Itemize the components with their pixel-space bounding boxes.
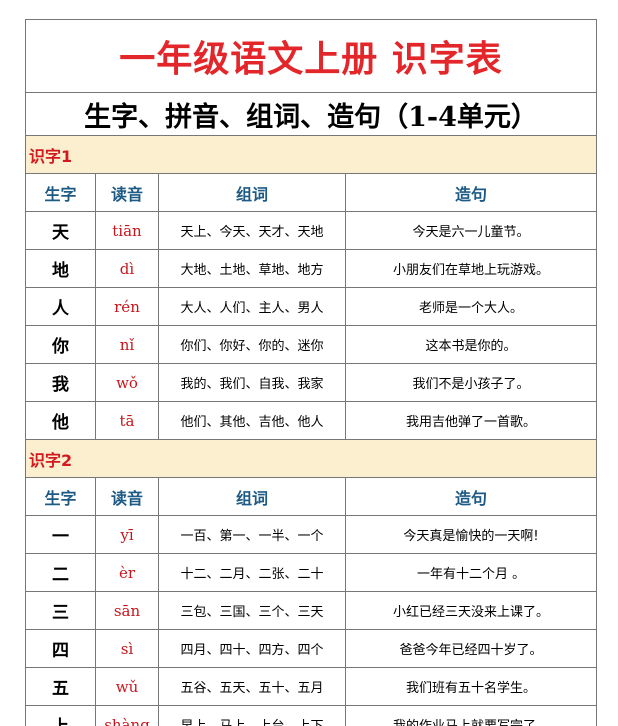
table-row: 识字1 <box>24 135 598 174</box>
words: 早上、马上、上台、上下 <box>158 705 346 726</box>
words: 一百、第一、一半、一个 <box>158 515 346 554</box>
sentence: 我们不是小孩子了。 <box>344 363 598 402</box>
table-row: 生字 读音 组词 造句 <box>25 477 598 516</box>
column-header: 读音 <box>95 477 159 516</box>
character: 五 <box>25 667 96 706</box>
section-label: 识字2 <box>24 439 598 478</box>
table-row: 地 dì 大地、土地、草地、地方 小朋友们在草地上玩游戏。 <box>25 249 598 288</box>
words: 四月、四十、四方、四个 <box>158 629 346 668</box>
pinyin: èr <box>95 553 159 592</box>
character: 人 <box>25 287 96 326</box>
sentence: 爸爸今年已经四十岁了。 <box>344 629 598 668</box>
table-row: 生字 读音 组词 造句 <box>25 173 598 212</box>
table-row: 人 rén 大人、人们、主人、男人 老师是一个大人。 <box>25 287 598 326</box>
character: 我 <box>25 363 96 402</box>
literacy-table: 一年级语文上册 识字表 生字、拼音、组词、造句（1-4单元） 识字1 生字 读音 组词… <box>24 19 598 726</box>
pinyin: tā <box>95 401 159 440</box>
pinyin: yī <box>95 515 159 554</box>
sentence: 老师是一个大人。 <box>344 287 598 326</box>
words: 五谷、五天、五十、五月 <box>158 667 346 706</box>
pinyin: tiān <box>95 211 159 250</box>
column-header: 生字 <box>25 477 96 516</box>
sentence: 今天是六一儿童节。 <box>344 211 598 250</box>
pinyin: sān <box>95 591 159 630</box>
sentence: 小红已经三天没来上课了。 <box>344 591 598 630</box>
table-row: 他 tā 他们、其他、吉他、他人 我用吉他弹了一首歌。 <box>25 401 598 440</box>
words: 十二、二月、二张、二十 <box>158 553 346 592</box>
pinyin: wǒ <box>95 363 159 402</box>
table-row: 三 sān 三包、三国、三个、三天 小红已经三天没来上课了。 <box>25 591 598 630</box>
sentence: 小朋友们在草地上玩游戏。 <box>344 249 598 288</box>
table-row: 你 nǐ 你们、你好、你的、迷你 这本书是你的。 <box>25 325 598 364</box>
column-header: 生字 <box>25 173 96 212</box>
character: 上 <box>25 705 96 726</box>
sentence: 一年有十二个月 。 <box>344 553 598 592</box>
column-header: 造句 <box>344 173 598 212</box>
section-label: 识字1 <box>24 135 598 174</box>
character: 他 <box>25 401 96 440</box>
words: 你们、你好、你的、迷你 <box>158 325 346 364</box>
character: 二 <box>25 553 96 592</box>
pinyin: rén <box>95 287 159 326</box>
pinyin: wǔ <box>95 667 159 706</box>
column-header: 组词 <box>158 173 346 212</box>
table-row: 识字2 <box>24 439 598 478</box>
pinyin: sì <box>95 629 159 668</box>
sentence: 我们班有五十名学生。 <box>344 667 598 706</box>
table-row: 上shàng早上、马上、上台、上下我的作业马上就要写完了。 <box>25 705 598 726</box>
subtitle: 生字、拼音、组词、造句（1-4单元） <box>24 92 598 136</box>
pinyin: shàng <box>95 705 159 726</box>
table-row: 我 wǒ 我的、我们、自我、我家 我们不是小孩子了。 <box>25 363 598 402</box>
column-header: 读音 <box>95 173 159 212</box>
words: 大人、人们、主人、男人 <box>158 287 346 326</box>
column-header: 组词 <box>158 477 346 516</box>
character: 四 <box>25 629 96 668</box>
character: 你 <box>25 325 96 364</box>
character: 一 <box>25 515 96 554</box>
table-row: 五 wǔ 五谷、五天、五十、五月 我们班有五十名学生。 <box>25 667 598 706</box>
sentence: 我的作业马上就要写完了。 <box>344 705 598 726</box>
words: 天上、今天、天才、天地 <box>158 211 346 250</box>
words: 他们、其他、吉他、他人 <box>158 401 346 440</box>
title: 一年级语文上册 识字表 <box>24 19 598 93</box>
table-row: 四 sì 四月、四十、四方、四个 爸爸今年已经四十岁了。 <box>25 629 598 668</box>
table-row: 天 tiān 天上、今天、天才、天地 今天是六一儿童节。 <box>25 211 598 250</box>
sentence: 今天真是愉快的一天啊! <box>344 515 598 554</box>
sentence: 这本书是你的。 <box>344 325 598 364</box>
words: 三包、三国、三个、三天 <box>158 591 346 630</box>
words: 我的、我们、自我、我家 <box>158 363 346 402</box>
character: 天 <box>25 211 96 250</box>
sentence: 我用吉他弹了一首歌。 <box>344 401 598 440</box>
column-header: 造句 <box>344 477 598 516</box>
character: 三 <box>25 591 96 630</box>
table-row: 二 èr 十二、二月、二张、二十 一年有十二个月 。 <box>25 553 598 592</box>
pinyin: nǐ <box>95 325 159 364</box>
words: 大地、土地、草地、地方 <box>158 249 346 288</box>
character: 地 <box>25 249 96 288</box>
table-row: 一 yī 一百、第一、一半、一个 今天真是愉快的一天啊! <box>25 515 598 554</box>
pinyin: dì <box>95 249 159 288</box>
